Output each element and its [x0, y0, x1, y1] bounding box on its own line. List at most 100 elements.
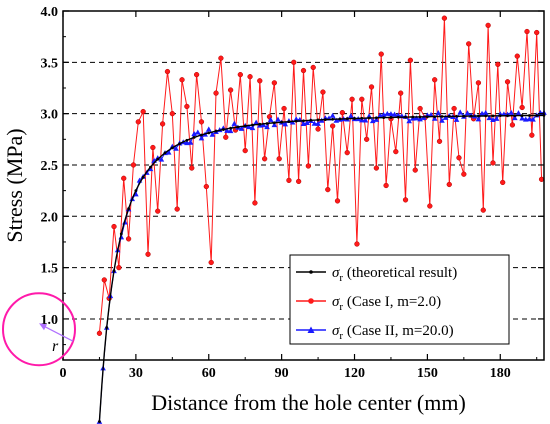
theoretical-point	[382, 116, 386, 120]
hole-circle	[2, 292, 76, 367]
legend-box	[289, 254, 510, 345]
case-i-point	[412, 167, 418, 173]
case-i-point	[261, 156, 268, 162]
x-tick-label: 30	[129, 366, 143, 381]
case-ii-point	[464, 110, 471, 116]
case-ii-point	[315, 120, 321, 126]
case-ii-point	[497, 111, 504, 117]
case-i-point	[281, 105, 287, 112]
case-ii-point	[413, 115, 420, 121]
case-ii-point	[191, 131, 197, 137]
theoretical-point	[367, 116, 371, 120]
theoretical-point	[265, 122, 269, 125]
case-ii-point	[395, 112, 402, 118]
theoretical-point	[528, 114, 531, 117]
case-ii-point	[249, 125, 256, 131]
legend-label: σr (Case I, m=2.0)	[332, 294, 441, 313]
x-tick-label: 0	[60, 366, 67, 381]
theoretical-point	[491, 114, 495, 118]
theoretical-point	[513, 114, 517, 118]
legend-marker	[307, 326, 315, 333]
theoretical-point	[141, 175, 145, 179]
case-i-point	[247, 74, 253, 80]
case-i-point	[159, 121, 166, 127]
case-i-point	[169, 110, 175, 117]
theoretical-point	[484, 114, 488, 118]
series-layer	[96, 15, 547, 424]
theoretical-point	[506, 114, 509, 118]
case-i-point	[179, 77, 185, 83]
theoretical-point	[112, 269, 116, 273]
series-theoretical	[98, 114, 546, 423]
case-ii-point	[253, 119, 259, 125]
case-ii-point	[311, 120, 318, 126]
theoretical-point	[149, 165, 152, 169]
theoretical-point	[134, 189, 138, 193]
case-i-point	[271, 80, 277, 86]
case-i-point	[368, 84, 375, 90]
theoretical-point	[323, 118, 327, 121]
case-ii-point	[359, 117, 365, 123]
case-ii-point	[205, 126, 212, 132]
case-i-point	[524, 28, 530, 35]
case-ii-point	[526, 116, 533, 122]
case-ii-point	[384, 110, 391, 116]
case-i-point	[407, 57, 414, 63]
case-i-point	[121, 175, 127, 181]
case-ii-point	[417, 116, 423, 122]
case-i-point	[456, 155, 462, 161]
theoretical-point	[418, 115, 422, 119]
case-ii-point	[391, 111, 398, 117]
legend-item-0: σr (theoretical result)	[296, 265, 457, 284]
case-ii-point	[224, 127, 230, 133]
theoretical-point	[411, 115, 415, 119]
theoretical-point	[98, 420, 101, 423]
theoretical-point	[404, 115, 407, 119]
theoretical-point	[221, 128, 225, 131]
radius-arrowhead	[39, 323, 47, 331]
case-i-point	[359, 96, 365, 102]
case-i-point	[291, 59, 297, 65]
case-i-point	[101, 277, 107, 283]
case-i-point	[441, 15, 448, 21]
case-ii-point	[406, 118, 412, 124]
case-i-point	[529, 132, 535, 138]
theoretical-point	[207, 131, 211, 135]
case-ii-point	[267, 116, 274, 122]
case-i-point	[519, 104, 525, 111]
case-ii-point	[304, 119, 310, 126]
case-i-point	[373, 165, 380, 171]
case-i-point	[213, 90, 219, 96]
case-i-point	[300, 67, 307, 74]
case-i-point	[393, 148, 399, 155]
case-i-point	[446, 181, 452, 188]
theoretical-point	[127, 207, 130, 211]
x-tick-label: 180	[490, 366, 511, 381]
legend-label: σr (theoretical result)	[332, 265, 457, 284]
case-i-point	[500, 179, 506, 186]
case-i-point	[339, 109, 346, 116]
y-tick-label: 3.5	[41, 56, 59, 71]
radius-line	[41, 324, 74, 342]
case-i-point	[150, 144, 156, 151]
theoretical-point	[469, 114, 473, 118]
legend-item-1: σr (Case I, m=2.0)	[296, 294, 441, 313]
case-i-point	[485, 22, 491, 29]
case-i-point	[466, 41, 472, 47]
case-ii-point	[187, 139, 194, 145]
theoretical-point	[280, 120, 284, 124]
case-ii-point	[209, 131, 216, 137]
theoretical-point	[156, 157, 160, 161]
case-ii-point	[457, 109, 463, 115]
case-i-point	[461, 171, 467, 177]
case-ii-point	[453, 116, 460, 122]
case-i-point	[427, 203, 433, 209]
case-i-point	[320, 89, 326, 95]
case-ii-point	[154, 155, 161, 161]
case-i-point	[436, 138, 443, 145]
case-i-point	[203, 183, 209, 190]
case-ii-point	[366, 113, 372, 119]
y-tick-label: 1.5	[41, 262, 59, 277]
theoretical-point	[200, 133, 203, 137]
